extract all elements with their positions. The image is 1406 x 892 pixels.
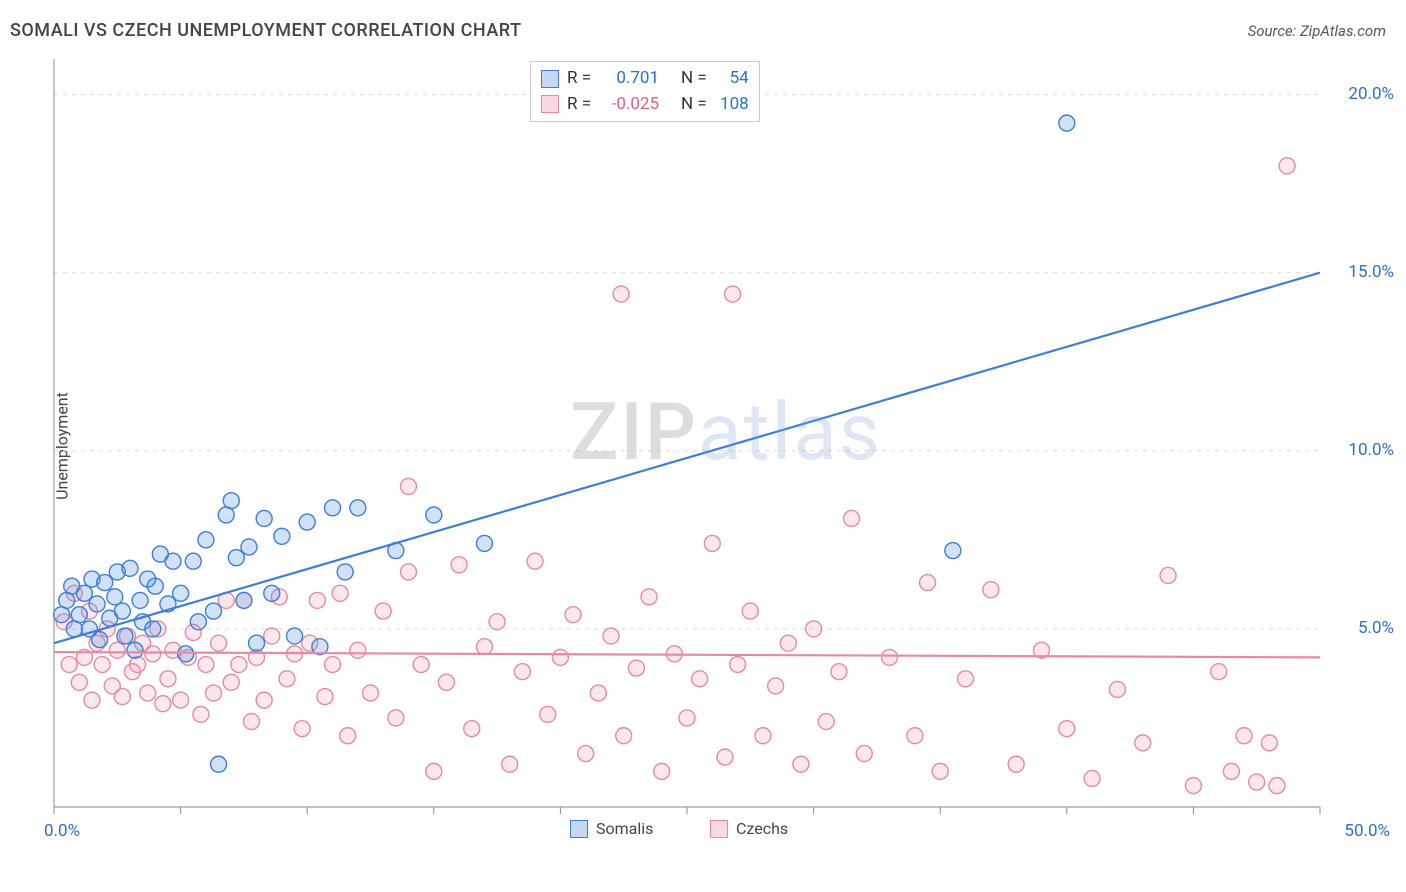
swatch-czechs-bottom	[710, 820, 728, 838]
legend-label-czechs: Czechs	[736, 819, 788, 838]
source-label: Source: ZipAtlas.com	[1248, 22, 1386, 40]
stats-row-somalis: R = 0.701 N = 54	[541, 66, 749, 92]
n-label: N =	[681, 92, 707, 118]
y-tick-15: 15.0%	[1348, 262, 1394, 282]
r-value-czechs: -0.025	[599, 92, 659, 118]
r-label: R =	[567, 66, 591, 92]
stats-legend-box: R = 0.701 N = 54 R = -0.025 N = 108	[530, 61, 760, 122]
x-tick-50: 50.0%	[1344, 821, 1390, 841]
swatch-czechs	[541, 95, 559, 113]
n-label: N =	[681, 66, 707, 92]
y-tick-10: 10.0%	[1348, 440, 1394, 460]
swatch-somalis	[541, 70, 559, 88]
swatch-somalis-bottom	[570, 820, 588, 838]
x-tick-0: 0.0%	[44, 821, 80, 841]
chart-area: ZIPatlas R = 0.701 N = 54 R = -0.025 N =…	[50, 55, 1390, 845]
r-value-somalis: 0.701	[599, 66, 659, 92]
y-tick-20: 20.0%	[1348, 84, 1394, 104]
stats-row-czechs: R = -0.025 N = 108	[541, 92, 749, 118]
y-tick-5: 5.0%	[1358, 618, 1394, 638]
series-legend-somalis: Somalis	[570, 819, 653, 838]
legend-label-somalis: Somalis	[596, 819, 653, 838]
n-value-somalis: 54	[715, 66, 749, 92]
chart-title: SOMALI VS CZECH UNEMPLOYMENT CORRELATION…	[10, 20, 521, 41]
r-label: R =	[567, 92, 591, 118]
series-legend-czechs: Czechs	[710, 819, 788, 838]
n-value-czechs: 108	[715, 92, 749, 118]
chart-svg	[50, 55, 1390, 845]
